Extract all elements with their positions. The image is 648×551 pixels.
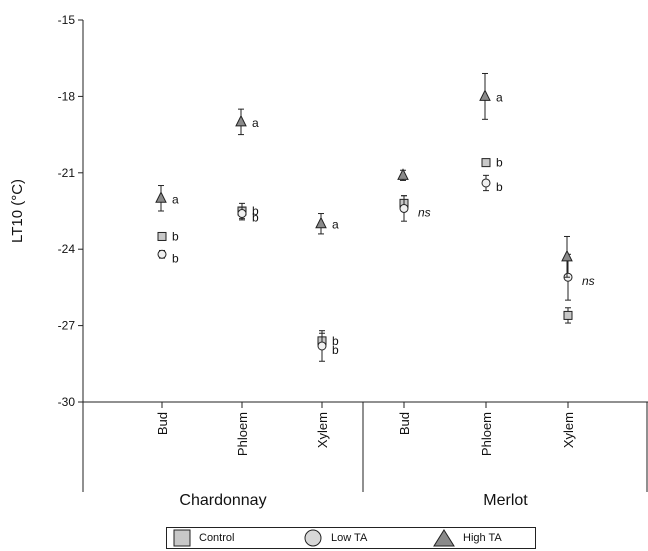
data-point-low-ta	[157, 249, 167, 259]
legend-item-low-ta: Low TA	[303, 529, 367, 547]
data-point-high-ta	[235, 114, 247, 127]
y-tick-label: -15	[58, 13, 76, 27]
data-point-low-ta	[317, 341, 327, 351]
significance-label: a	[252, 116, 259, 130]
scatter-chart: -15 -18 -21 -24 -27 -30 LT10 (°C) Bud Phloem Xyle…	[9, 13, 648, 509]
legend-label-low-ta: Low TA	[331, 532, 368, 544]
data-point-low-ta	[481, 178, 491, 188]
x-tick-label: Xylem	[315, 412, 330, 448]
y-tick-label: -30	[58, 395, 76, 409]
x-tick-label: Bud	[397, 412, 412, 435]
legend-item-control: Control	[173, 529, 234, 547]
y-tick-label: -21	[58, 166, 76, 180]
significance-label: a	[332, 218, 339, 232]
data-point-control	[157, 231, 167, 241]
significance-label: b	[172, 251, 179, 265]
legend-label-control: Control	[199, 532, 235, 544]
group-label-merlot: Merlot	[483, 492, 528, 509]
y-tick-label: -24	[58, 242, 76, 256]
triangle-marker-icon	[433, 529, 455, 547]
data-point-low-ta	[399, 203, 409, 213]
significance-label: a	[496, 90, 503, 104]
group-label-chardonnay: Chardonnay	[179, 492, 266, 509]
significance-label: b	[496, 180, 503, 194]
x-tick-label: Bud	[155, 412, 170, 435]
y-tick-label: -27	[58, 319, 76, 333]
significance-label: b	[252, 204, 259, 218]
significance-label: a	[172, 192, 179, 206]
data-point-control	[481, 158, 491, 168]
y-axis-label: LT10 (°C)	[9, 179, 26, 243]
x-tick-label: Phloem	[479, 412, 494, 456]
x-tick-label: Xylem	[561, 412, 576, 448]
data-point-control	[563, 310, 573, 320]
significance-label: b	[496, 156, 503, 170]
data-point-low-ta	[237, 209, 247, 219]
circle-marker-icon	[304, 529, 322, 547]
data-point-high-ta	[397, 168, 409, 180]
data-point-high-ta	[479, 89, 491, 101]
legend: Control Low TA High TA	[166, 527, 536, 549]
square-marker-icon	[173, 529, 191, 547]
significance-label: b	[332, 343, 339, 357]
significance-label: ns	[582, 274, 595, 288]
legend-item-high-ta: High TA	[433, 529, 502, 547]
significance-label: ns	[418, 205, 431, 219]
y-tick-label: -18	[58, 89, 76, 103]
significance-label: b	[172, 229, 179, 243]
significance-label: b	[252, 211, 259, 225]
x-tick-label: Phloem	[235, 412, 250, 456]
data-point-high-ta	[561, 249, 573, 262]
significance-label: b	[332, 334, 339, 348]
legend-label-high-ta: High TA	[463, 532, 502, 544]
data-point-high-ta	[155, 191, 167, 203]
data-point-high-ta	[315, 216, 327, 229]
